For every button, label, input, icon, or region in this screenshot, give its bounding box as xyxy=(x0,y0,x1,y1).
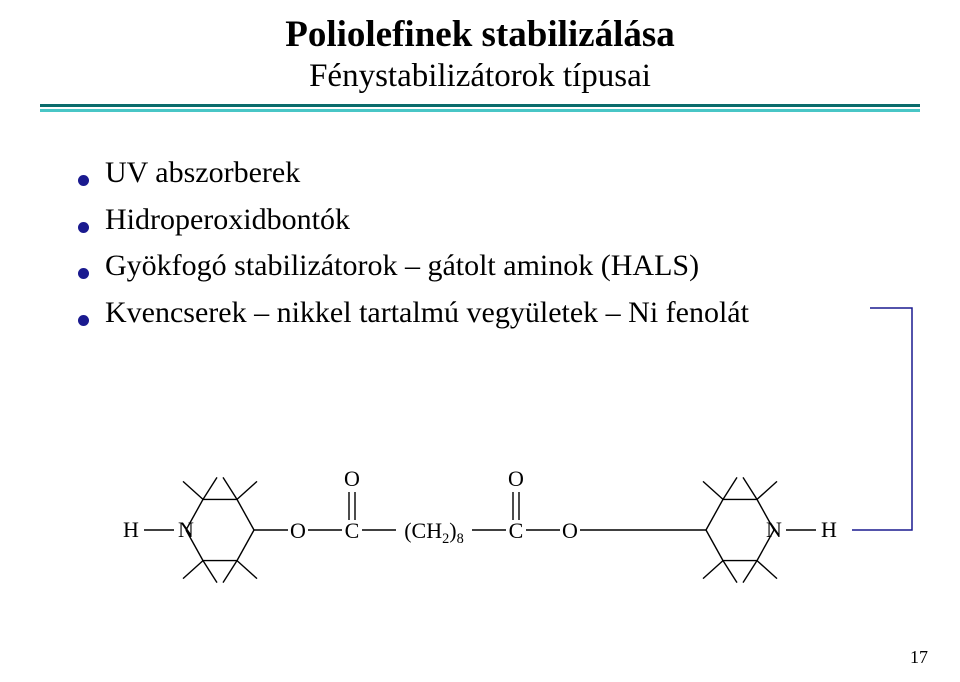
bullet-icon xyxy=(78,222,89,233)
title-line2: Fénystabilizátorok típusai xyxy=(0,57,960,97)
slide: Poliolefinek stabilizálása Fénystabilizá… xyxy=(0,0,960,682)
bullet-list: UV abszorberek Hidroperoxidbontók Gyökfo… xyxy=(78,150,960,336)
svg-text:N: N xyxy=(766,517,782,542)
divider xyxy=(40,104,920,112)
svg-text:O: O xyxy=(508,466,524,491)
bullet-text: Gyökfogó stabilizátorok – gátolt aminok … xyxy=(105,243,699,290)
divider-bar-2 xyxy=(40,109,920,112)
page-number: 17 xyxy=(910,647,928,668)
title-line1: Poliolefinek stabilizálása xyxy=(0,14,960,57)
bullet-text: Kvencserek – nikkel tartalmú vegyületek … xyxy=(105,290,749,337)
list-item: Kvencserek – nikkel tartalmú vegyületek … xyxy=(78,290,960,337)
svg-text:O: O xyxy=(290,518,306,543)
list-item: Gyökfogó stabilizátorok – gátolt aminok … xyxy=(78,243,960,290)
bullet-icon xyxy=(78,315,89,326)
list-item: Hidroperoxidbontók xyxy=(78,197,960,244)
svg-text:N: N xyxy=(178,517,194,542)
svg-text:(CH2)8: (CH2)8 xyxy=(404,518,464,547)
svg-text:O: O xyxy=(344,466,360,491)
divider-bar-1 xyxy=(40,104,920,107)
svg-text:C: C xyxy=(345,518,360,543)
bullet-icon xyxy=(78,175,89,186)
title-block: Poliolefinek stabilizálása Fénystabilizá… xyxy=(0,0,960,96)
svg-text:C: C xyxy=(509,518,524,543)
bullet-text: UV abszorberek xyxy=(105,150,300,197)
bullet-icon xyxy=(78,268,89,279)
list-item: UV abszorberek xyxy=(78,150,960,197)
svg-text:O: O xyxy=(562,518,578,543)
chemical-structure: N H N H O C O (CH2)8 C O O xyxy=(50,420,910,640)
bullet-text: Hidroperoxidbontók xyxy=(105,197,350,244)
svg-text:H: H xyxy=(821,517,837,542)
svg-text:H: H xyxy=(123,517,139,542)
